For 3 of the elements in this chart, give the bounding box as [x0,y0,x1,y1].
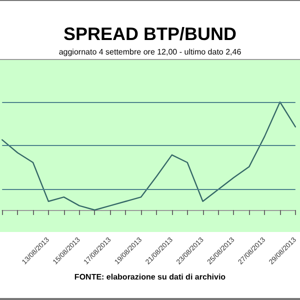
chart-title: SPREAD BTP/BUND [63,24,237,44]
source-note: FONTE: elaborazione su dati di archivio [74,272,226,282]
chart-subtitle: aggiornato 4 settembre ore 12,00 - ultimo dato 2,46 [58,48,242,56]
